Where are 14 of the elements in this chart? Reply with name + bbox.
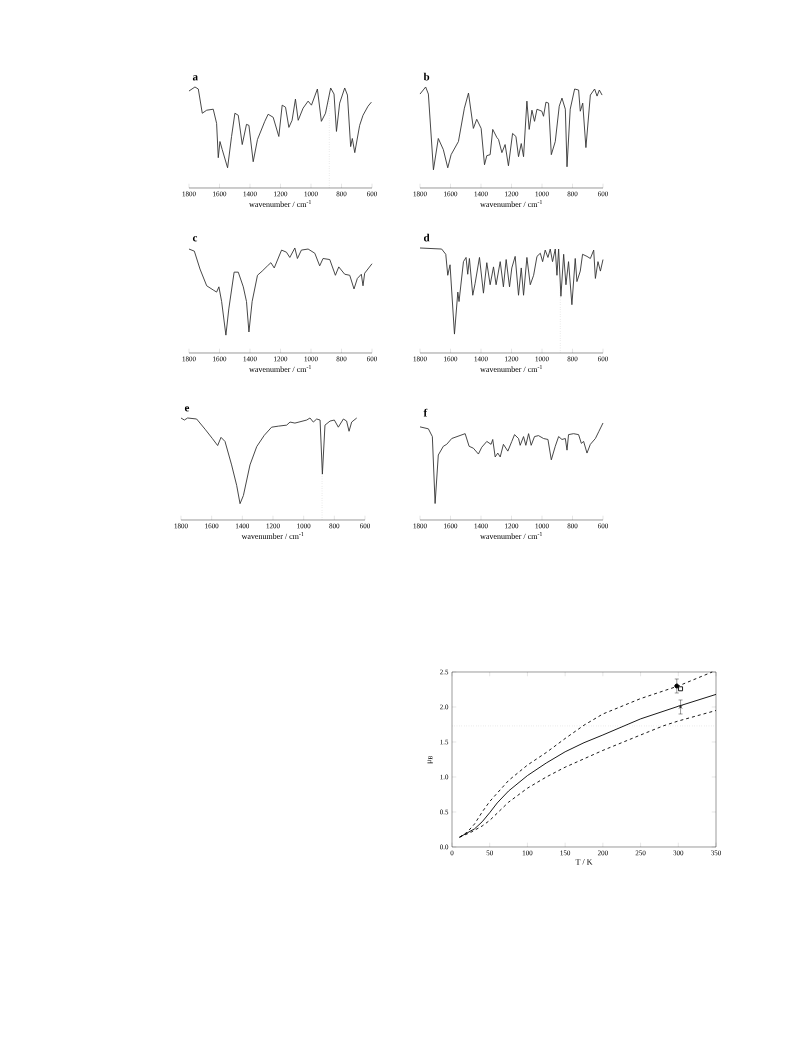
x-axis-title: wavenumber / cm$^{-1}$ [480, 532, 543, 539]
chart-title: e [184, 406, 190, 412]
y-axis-title: μ$_{B}$ [427, 755, 433, 764]
x-axis-title: wavenumber / cm$^{-1}$ [249, 365, 312, 372]
x-axis-title: wavenumber / cm$^{-1}$ [480, 200, 543, 207]
x-axis-title: wavenumber / cm$^{-1}$ [241, 532, 304, 539]
chart-title: b [423, 72, 430, 81]
x-axis-title: wavenumber / cm$^{-1}$ [480, 365, 543, 372]
x-axis-title: wavenumber / cm$^{-1}$ [249, 200, 312, 207]
chart-title: d [423, 233, 430, 242]
chart-title: f [423, 408, 428, 417]
chart-title: c [192, 236, 198, 242]
chart-title: a [192, 75, 198, 81]
x-axis-title: T / K [575, 859, 593, 865]
